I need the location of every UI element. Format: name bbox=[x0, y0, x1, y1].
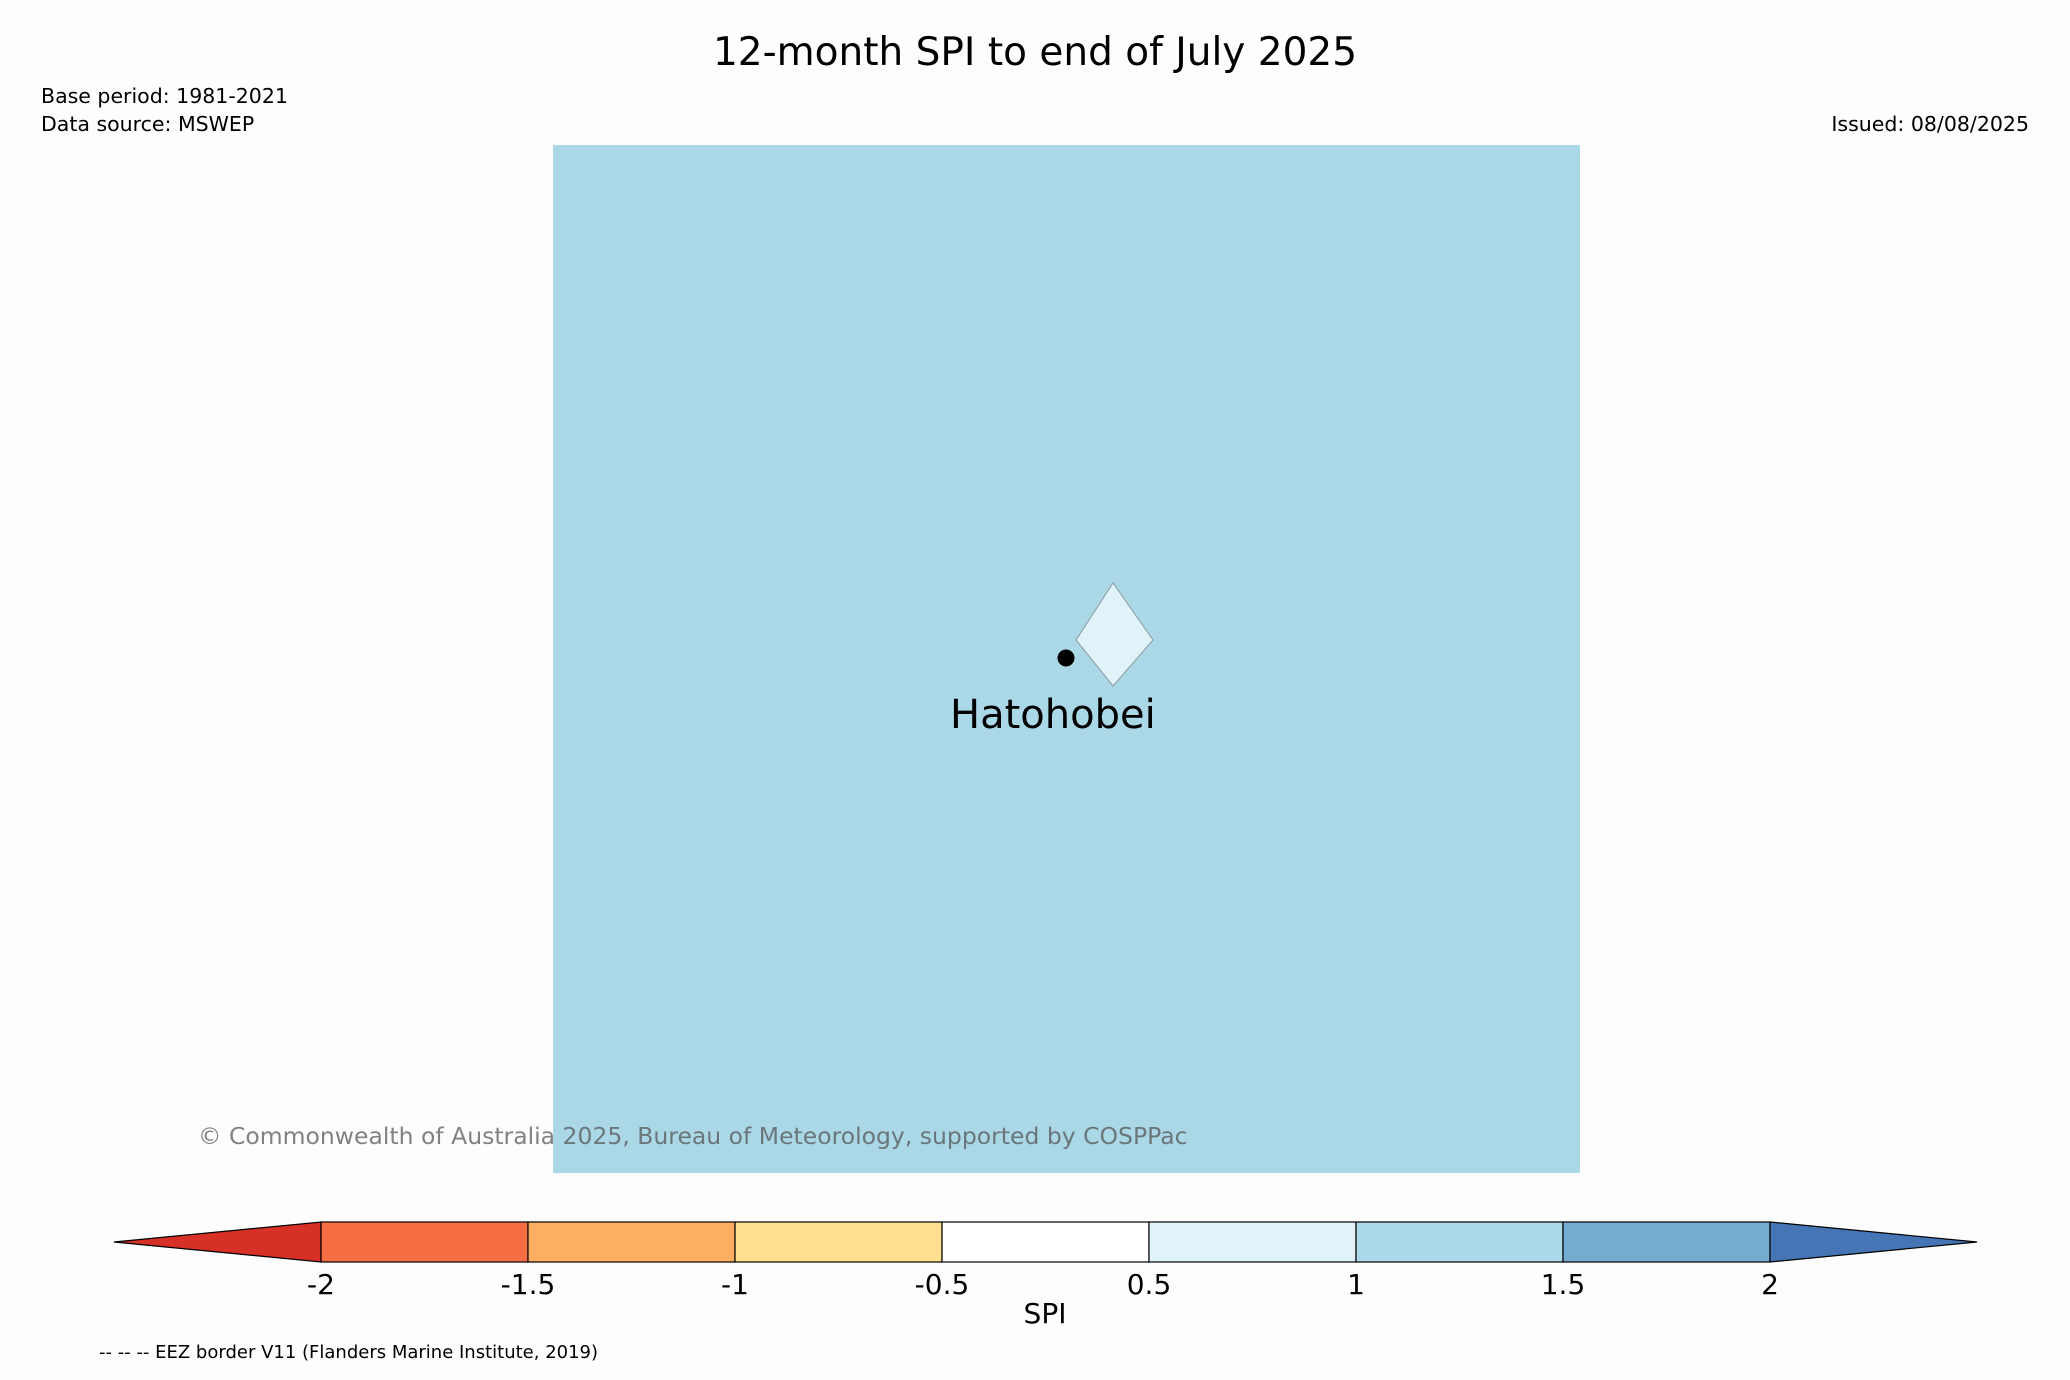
eez-border-note: -- -- -- EEZ border V11 (Flanders Marine… bbox=[99, 1342, 599, 1363]
colorbar-tick-label: -1 bbox=[721, 1268, 749, 1301]
colorbar-segment bbox=[1562, 1221, 1771, 1263]
colorbar-segment bbox=[527, 1221, 736, 1263]
data-source-text: Data source: MSWEP bbox=[41, 112, 255, 136]
colorbar-extend-low bbox=[113, 1221, 322, 1263]
colorbar-segment bbox=[734, 1221, 943, 1263]
colorbar-tick-label: -0.5 bbox=[914, 1268, 970, 1301]
colorbar-segment bbox=[1148, 1221, 1357, 1263]
place-label: Hatohobei bbox=[950, 692, 1156, 738]
location-marker bbox=[1057, 649, 1075, 667]
map-title: 12-month SPI to end of July 2025 bbox=[712, 30, 1358, 75]
colorbar-tick-label: 1.5 bbox=[1540, 1268, 1586, 1301]
colorbar-segment bbox=[320, 1221, 529, 1263]
colorbar-segment bbox=[941, 1221, 1150, 1263]
colorbar-tick-label: -1.5 bbox=[500, 1268, 556, 1301]
colorbar-extend-high bbox=[1769, 1221, 1978, 1263]
issued-date-text: Issued: 08/08/2025 bbox=[1831, 112, 2029, 136]
colorbar-tick-label: 0.5 bbox=[1126, 1268, 1172, 1301]
colorbar-label: SPI bbox=[1023, 1297, 1067, 1330]
colorbar-tick-label: 2 bbox=[1761, 1268, 1779, 1301]
copyright-text: © Commonwealth of Australia 2025, Bureau… bbox=[198, 1122, 1188, 1150]
island-shape bbox=[1075, 582, 1154, 687]
colorbar-tick-label: 1 bbox=[1347, 1268, 1365, 1301]
base-period-text: Base period: 1981-2021 bbox=[41, 84, 288, 108]
colorbar-tick-label: -2 bbox=[307, 1268, 335, 1301]
colorbar-segment bbox=[1355, 1221, 1564, 1263]
